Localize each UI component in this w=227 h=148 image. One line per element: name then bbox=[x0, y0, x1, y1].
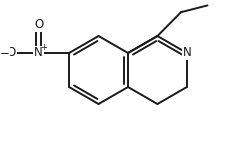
Text: N: N bbox=[34, 46, 43, 59]
Text: −: − bbox=[0, 46, 9, 59]
Text: N: N bbox=[182, 46, 190, 59]
Text: +: + bbox=[40, 44, 47, 53]
Text: O: O bbox=[34, 18, 43, 31]
Text: O: O bbox=[7, 46, 16, 59]
